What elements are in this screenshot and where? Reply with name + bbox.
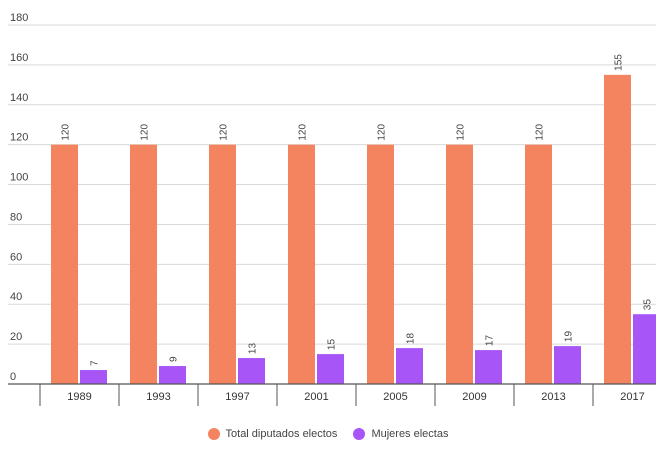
bar-total-1993 xyxy=(130,144,157,384)
value-label-mujeres-1993: 9 xyxy=(169,356,180,362)
y-tick-label-20: 20 xyxy=(10,331,22,343)
bars-layer xyxy=(51,74,656,384)
x-tick-label-2009: 2009 xyxy=(462,391,486,403)
x-tick-label-1989: 1989 xyxy=(67,391,91,403)
value-label-mujeres-2013: 19 xyxy=(564,331,575,343)
bar-mujeres-1989 xyxy=(80,370,107,384)
value-label-mujeres-2001: 15 xyxy=(327,339,338,351)
legend-item-mujeres: Mujeres electas xyxy=(353,428,448,440)
bar-total-1989 xyxy=(51,144,78,384)
bar-total-2013 xyxy=(525,144,552,384)
value-label-total-2013: 120 xyxy=(535,124,546,141)
x-axis: 1989 1993 1997 2001 2005 2009 2013 2017 xyxy=(8,383,656,406)
bar-total-2017 xyxy=(604,74,631,384)
y-tick-label-80: 80 xyxy=(10,211,22,223)
legend-label-mujeres: Mujeres electas xyxy=(371,428,449,440)
legend-swatch-total xyxy=(207,428,220,440)
value-label-total-2001: 120 xyxy=(298,124,309,141)
value-label-total-1997: 120 xyxy=(219,124,230,141)
y-tick-label-120: 120 xyxy=(10,132,28,144)
bar-mujeres-2001 xyxy=(317,354,344,384)
x-tick-label-2001: 2001 xyxy=(304,391,328,403)
bar-mujeres-1993 xyxy=(159,366,186,384)
y-tick-label-140: 140 xyxy=(10,92,28,104)
bar-mujeres-2017 xyxy=(633,314,656,384)
bar-total-2001 xyxy=(288,144,315,384)
value-labels-layer: 120 7 120 9 120 13 120 15 120 18 120 17 120 19 155 35 xyxy=(61,54,654,366)
legend-label-total: Total diputados electos xyxy=(225,428,338,440)
y-tick-label-0: 0 xyxy=(10,371,16,383)
value-label-mujeres-2017: 35 xyxy=(643,299,654,311)
bar-mujeres-2009 xyxy=(475,350,502,384)
y-tick-label-40: 40 xyxy=(10,291,22,303)
y-tick-label-180: 180 xyxy=(10,12,28,24)
bar-total-2009 xyxy=(446,144,473,384)
y-tick-label-160: 160 xyxy=(10,52,28,64)
y-axis-ticks: 0 20 40 60 80 100 120 140 160 180 xyxy=(10,12,28,383)
chart-legend: Total diputados electos Mujeres electas xyxy=(0,428,656,440)
x-tick-label-1993: 1993 xyxy=(146,391,170,403)
y-tick-label-100: 100 xyxy=(10,172,28,184)
value-label-total-2009: 120 xyxy=(456,124,467,141)
x-tick-label-1997: 1997 xyxy=(225,391,249,403)
bar-total-2005 xyxy=(367,144,394,384)
value-label-total-1993: 120 xyxy=(140,124,151,141)
x-tick-label-2005: 2005 xyxy=(383,391,407,403)
value-label-total-1989: 120 xyxy=(61,124,72,141)
y-tick-label-60: 60 xyxy=(10,251,22,263)
legend-swatch-mujeres xyxy=(353,428,366,440)
bar-mujeres-2013 xyxy=(554,346,581,384)
x-tick-label-2013: 2013 xyxy=(541,391,565,403)
value-label-total-2017: 155 xyxy=(614,54,625,71)
value-label-mujeres-1997: 13 xyxy=(248,343,259,355)
value-label-mujeres-2009: 17 xyxy=(485,335,496,347)
bar-mujeres-2005 xyxy=(396,348,423,384)
bar-mujeres-1997 xyxy=(238,358,265,384)
value-label-mujeres-2005: 18 xyxy=(406,333,417,345)
value-label-total-2005: 120 xyxy=(377,124,388,141)
x-tick-label-2017: 2017 xyxy=(620,391,644,403)
bar-total-1997 xyxy=(209,144,236,384)
legend-item-total: Total diputados electos xyxy=(207,428,338,440)
grid-layer xyxy=(8,24,656,345)
value-label-mujeres-1989: 7 xyxy=(90,360,101,366)
